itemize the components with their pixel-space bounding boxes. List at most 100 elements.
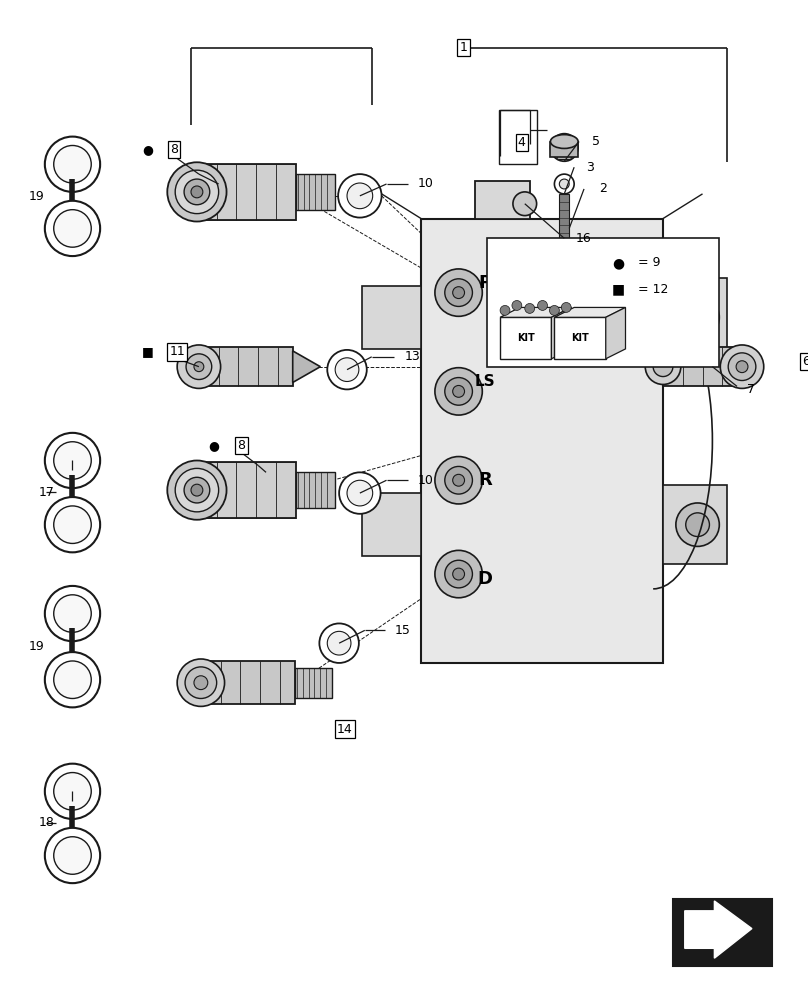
Polygon shape (362, 493, 421, 556)
Polygon shape (554, 307, 625, 317)
Text: 19: 19 (29, 190, 44, 203)
Circle shape (686, 513, 709, 537)
Circle shape (452, 474, 465, 486)
Text: ■: ■ (612, 283, 625, 297)
Text: R: R (478, 471, 492, 489)
Circle shape (452, 385, 465, 397)
Circle shape (347, 480, 372, 506)
Circle shape (339, 472, 381, 514)
Text: 4: 4 (518, 136, 526, 149)
Text: D: D (478, 570, 493, 588)
Circle shape (728, 353, 755, 381)
Bar (295, 668, 332, 698)
Text: LS: LS (475, 374, 495, 389)
Circle shape (53, 442, 91, 479)
Text: ●: ● (208, 439, 219, 452)
Circle shape (184, 477, 210, 503)
Polygon shape (663, 347, 742, 386)
Ellipse shape (550, 135, 578, 148)
Circle shape (500, 305, 510, 315)
Circle shape (338, 174, 381, 218)
Text: ●: ● (612, 256, 625, 270)
Text: 10: 10 (418, 474, 434, 487)
Text: KIT: KIT (571, 333, 589, 343)
Circle shape (512, 301, 522, 310)
Circle shape (53, 506, 91, 543)
Text: 18: 18 (39, 816, 55, 829)
Text: 6: 6 (802, 355, 808, 368)
Circle shape (646, 349, 681, 384)
Circle shape (191, 186, 203, 198)
Circle shape (44, 828, 100, 883)
Circle shape (675, 296, 719, 339)
Circle shape (44, 652, 100, 707)
Circle shape (53, 145, 91, 183)
Bar (673, 899, 772, 966)
Circle shape (653, 357, 673, 377)
Circle shape (53, 837, 91, 874)
Bar (559, 194, 569, 273)
Circle shape (327, 631, 351, 655)
Circle shape (686, 305, 709, 329)
Bar (296, 472, 335, 508)
Circle shape (319, 623, 359, 663)
Circle shape (452, 568, 465, 580)
Bar (499, 110, 537, 164)
Polygon shape (551, 307, 571, 359)
Circle shape (167, 460, 226, 520)
Circle shape (675, 503, 719, 546)
Circle shape (335, 358, 359, 381)
Circle shape (177, 659, 225, 706)
Text: 16: 16 (576, 232, 592, 245)
Text: = 12: = 12 (638, 283, 669, 296)
Circle shape (435, 457, 482, 504)
Circle shape (44, 497, 100, 552)
Polygon shape (197, 462, 296, 518)
Text: 19: 19 (29, 640, 44, 653)
Text: 17: 17 (39, 486, 55, 499)
Circle shape (191, 484, 203, 496)
Text: 2: 2 (599, 182, 607, 195)
Polygon shape (606, 307, 625, 359)
Circle shape (44, 137, 100, 192)
Bar (421, 219, 663, 663)
Polygon shape (550, 142, 578, 157)
Circle shape (554, 174, 574, 194)
Bar (475, 181, 530, 219)
Polygon shape (663, 278, 727, 357)
Circle shape (452, 287, 465, 299)
Circle shape (550, 134, 578, 161)
Circle shape (194, 676, 208, 690)
Polygon shape (500, 317, 551, 359)
Text: P: P (478, 274, 492, 292)
Polygon shape (292, 351, 320, 382)
Circle shape (549, 305, 559, 315)
Circle shape (53, 595, 91, 632)
Circle shape (194, 362, 204, 372)
Text: 3: 3 (586, 161, 594, 174)
Polygon shape (362, 286, 421, 349)
Circle shape (53, 773, 91, 810)
Circle shape (559, 179, 569, 189)
Circle shape (435, 550, 482, 598)
Text: 7: 7 (747, 383, 755, 396)
Circle shape (444, 279, 473, 306)
Text: ■: ■ (141, 345, 154, 358)
Circle shape (557, 140, 572, 155)
Polygon shape (500, 307, 571, 317)
Circle shape (444, 466, 473, 494)
Circle shape (524, 303, 535, 313)
Polygon shape (199, 347, 292, 386)
Circle shape (185, 667, 217, 698)
Circle shape (175, 468, 219, 512)
Circle shape (184, 179, 210, 205)
Circle shape (177, 345, 221, 388)
Text: 11: 11 (170, 345, 185, 358)
Text: 1: 1 (460, 41, 468, 54)
Polygon shape (197, 164, 296, 220)
Text: ●: ● (142, 143, 153, 156)
Circle shape (444, 560, 473, 588)
Circle shape (444, 378, 473, 405)
Circle shape (347, 183, 372, 209)
Circle shape (44, 586, 100, 641)
